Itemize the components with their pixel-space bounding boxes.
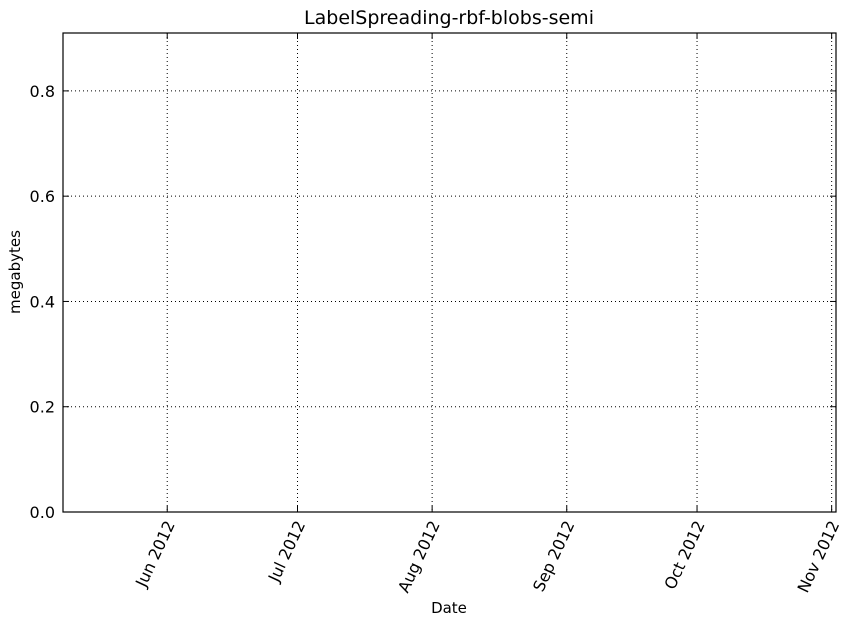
x-tick-label: Sep 2012: [529, 518, 578, 595]
y-tick-label: 0.0: [30, 503, 55, 522]
y-tick-label: 0.6: [30, 187, 55, 206]
y-axis: 0.0 0.2 0.4 0.6 0.8: [30, 82, 836, 522]
x-axis-label: Date: [431, 599, 467, 617]
x-tick-label: Nov 2012: [794, 518, 844, 596]
x-tick-label: Jul 2012: [264, 518, 309, 586]
x-tick-label: Oct 2012: [660, 518, 708, 593]
chart-title: LabelSpreading-rbf-blobs-semi: [304, 7, 594, 29]
plot-frame: [62, 32, 837, 513]
y-axis-label: megabytes: [6, 230, 24, 314]
y-tick-label: 0.4: [30, 292, 55, 311]
x-tick-label: Jun 2012: [131, 518, 179, 591]
y-tick-label: 0.2: [30, 398, 55, 417]
y-tick-label: 0.8: [30, 82, 55, 101]
grid-lines: [63, 33, 836, 513]
x-tick-label: Aug 2012: [394, 518, 444, 596]
x-axis: Jun 2012 Jul 2012 Aug 2012 Sep 2012 Oct 2012…: [131, 33, 843, 596]
